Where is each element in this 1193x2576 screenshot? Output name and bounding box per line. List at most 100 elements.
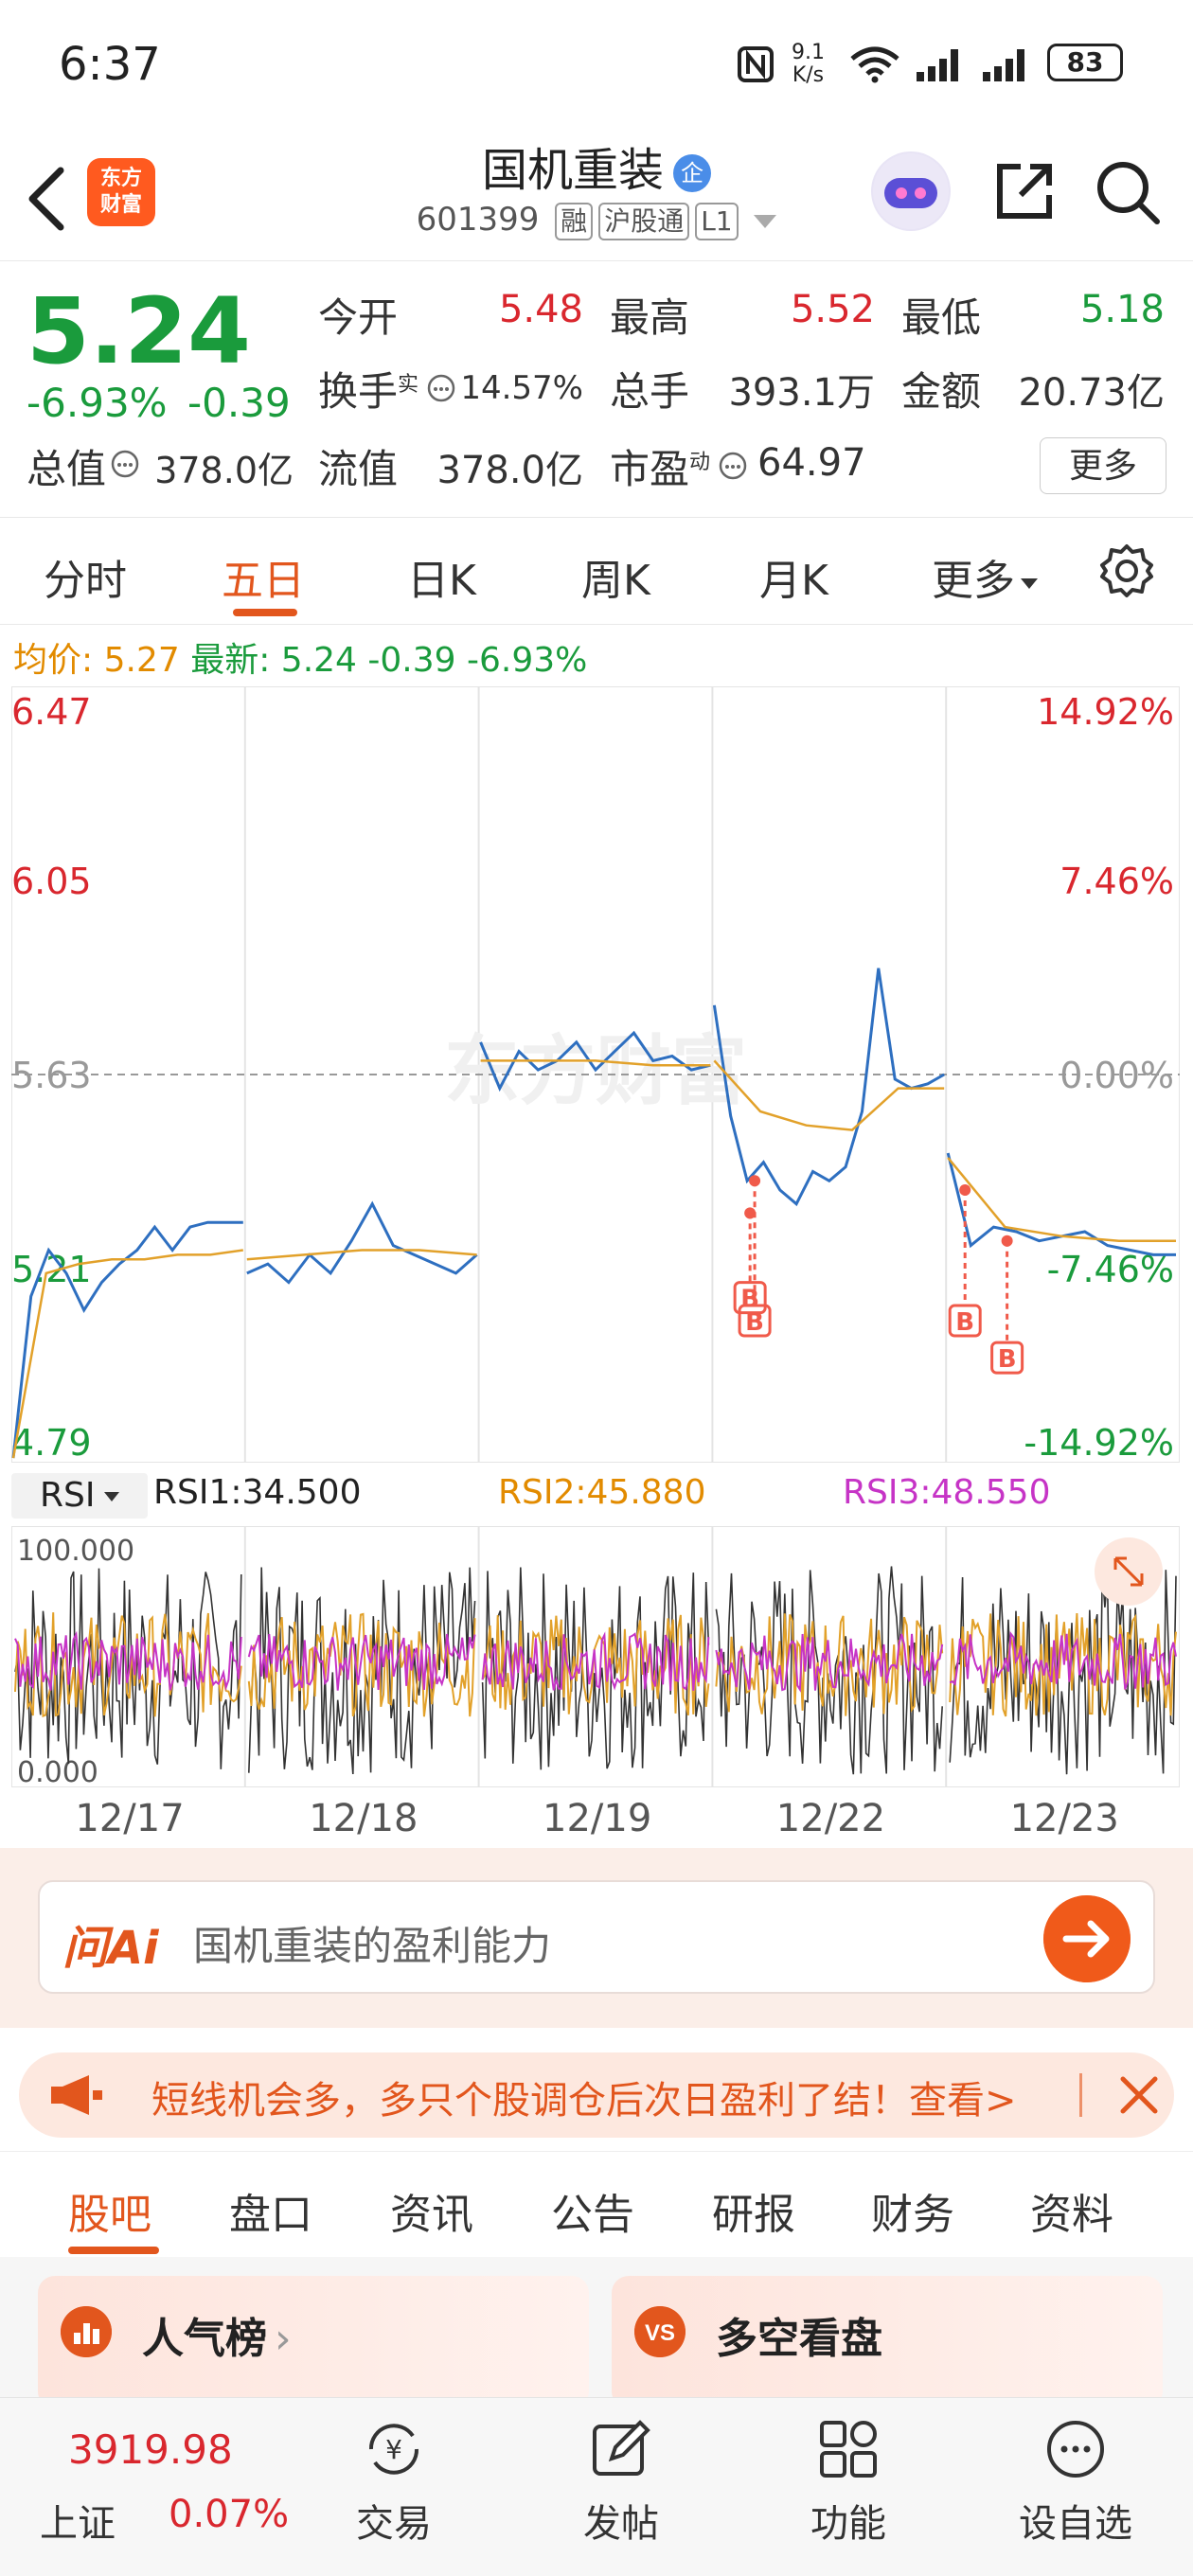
y-tick-right: -14.92% [1024,1422,1174,1463]
y-tick-left: 6.05 [11,861,92,902]
rsi-chart[interactable]: 100.000 0.000 [11,1526,1180,1787]
gear-icon[interactable] [1098,542,1155,599]
enterprise-badge: 企 [673,154,711,192]
price-line-day-3 [479,1030,711,1093]
ai-assistant-icon[interactable] [871,151,951,231]
nfc-icon [738,46,774,82]
tag-level: L1 [695,203,739,240]
tab-research[interactable]: 研报 [712,2191,795,2239]
rsi-header: RSI RSI1:34.500 RSI2:45.880 RSI3:48.550 [11,1466,1180,1524]
indicator-select[interactable]: RSI [11,1473,148,1519]
tab-weekly-k[interactable]: 周K [581,557,650,605]
stock-code-line[interactable]: 601399 融沪股通 L1 [0,201,1193,240]
date-axis: 12/17 12/18 12/19 12/22 12/23 [11,1791,1180,1848]
price-line-day-2 [246,1200,478,1285]
info-icon[interactable] [718,451,748,481]
tab-announcements[interactable]: 公告 [551,2191,634,2239]
nav-functions[interactable]: 功能 [773,2398,924,2576]
volume-value: 393.1万 [728,371,875,415]
index-value: 3919.98 [68,2426,233,2473]
index-name: 上证 [40,2502,116,2546]
more-button[interactable]: 更多 [1040,437,1166,494]
tab-more[interactable]: 更多 [932,546,1038,607]
bull-bear-title: 多空看盘 [716,2315,882,2363]
index-ticker[interactable]: 3919.98 上证 0.07% [0,2398,289,2576]
svg-text:VS: VS [645,2320,675,2346]
close-icon[interactable] [1117,2073,1161,2117]
y-tick-left: 5.63 [11,1055,92,1096]
tab-daily-k[interactable]: 日K [407,557,476,605]
divider [1079,2073,1082,2117]
low-value: 5.18 [1079,288,1165,331]
rsi1-value: RSI1:34.500 [153,1473,362,1512]
feature-cards: 人气榜 › VS 多空看盘 [0,2257,1193,2408]
tab-finance[interactable]: 财务 [871,2191,954,2239]
nav-post[interactable]: 发帖 [545,2398,697,2576]
info-icon[interactable] [110,449,140,479]
versus-icon: VS [634,2306,686,2357]
stock-header: 东方 财富 国机重装企 601399 融沪股通 L1 [0,133,1193,261]
price-line-day-4 [712,968,945,1207]
chart-tabs: 分时 五日 日K 周K 月K 更多 [0,517,1193,625]
tab-profile[interactable]: 资料 [1030,2191,1113,2239]
y-tick-right: 14.92% [1037,691,1174,733]
open-label: 今开 [318,294,399,341]
rsi3-line [715,1633,944,1693]
stock-code: 601399 [416,201,540,239]
arrow-right-icon[interactable] [1043,1895,1131,1982]
ai-question-box[interactable]: 问Ai 国机重装的盈利能力 [38,1880,1155,1994]
app-logo[interactable]: 东方 财富 [87,158,155,226]
buy-marker-label: B [955,1308,974,1337]
tab-news[interactable]: 资讯 [390,2191,473,2239]
back-icon[interactable] [19,161,76,237]
date-tick: 12/23 [1009,1797,1119,1840]
search-icon[interactable] [1095,159,1161,225]
nav-trade[interactable]: ¥ 交易 [318,2398,470,2576]
latest-value: 5.24 [280,641,357,680]
active-tab-indicator [68,2247,159,2254]
change-amount: -0.39 [187,380,291,426]
promo-banner[interactable]: 短线机会多，多只个股调仓后次日盈利了结！查看> [19,2052,1174,2138]
rsi3-value: RSI3:48.550 [843,1473,1051,1512]
tab-orderbook[interactable]: 盘口 [229,2191,312,2239]
buy-marker [738,1304,772,1338]
rsi3-line [14,1630,242,1692]
tab-five-day[interactable]: 五日 [222,557,305,605]
tag-connect: 沪股通 [598,203,690,240]
rsi3-line [949,1631,1177,1690]
share-icon[interactable] [992,159,1057,223]
tab-forum[interactable]: 股吧 [68,2191,151,2239]
rsi3-line [481,1631,710,1691]
rsi2-line [715,1613,944,1716]
bull-bear-card[interactable]: VS 多空看盘 [612,2276,1163,2408]
grid-icon [820,2421,877,2478]
chevron-right-icon: › [275,2315,292,2363]
nav-set-favorite[interactable]: 设自选 [1000,2398,1151,2576]
latest-change: -0.39 [367,641,456,680]
float-value: 378.0亿 [436,449,583,492]
avg-line-day-2 [246,1249,477,1261]
battery-icon: 83 [1047,44,1123,81]
turnover-value: 14.57% [460,369,583,407]
high-value: 5.52 [790,288,875,331]
avg-value: 5.27 [103,641,180,680]
bottom-nav: 3919.98 上证 0.07% ¥ 交易 发帖 功能 设自选 [0,2397,1193,2576]
dropdown-icon [104,1492,120,1501]
change-percent: -6.93% [27,380,168,426]
index-change: 0.07% [169,2493,290,2536]
avg-label: 均价: [13,641,94,680]
info-icon[interactable] [426,373,456,403]
mktcap-value: 378.0亿 [154,450,294,491]
rsi1-line [14,1568,242,1769]
high-label: 最高 [610,294,690,341]
clock: 6:37 [59,38,161,91]
rsi2-line [247,1612,476,1717]
popularity-card[interactable]: 人气榜 › [38,2276,589,2408]
avg-line-day-3 [480,1059,711,1067]
popularity-title: 人气榜 › [142,2315,292,2363]
tab-monthly-k[interactable]: 月K [759,557,828,605]
tab-intraday[interactable]: 分时 [44,557,127,605]
megaphone-icon [51,2075,102,2115]
signal-icon [917,49,958,81]
